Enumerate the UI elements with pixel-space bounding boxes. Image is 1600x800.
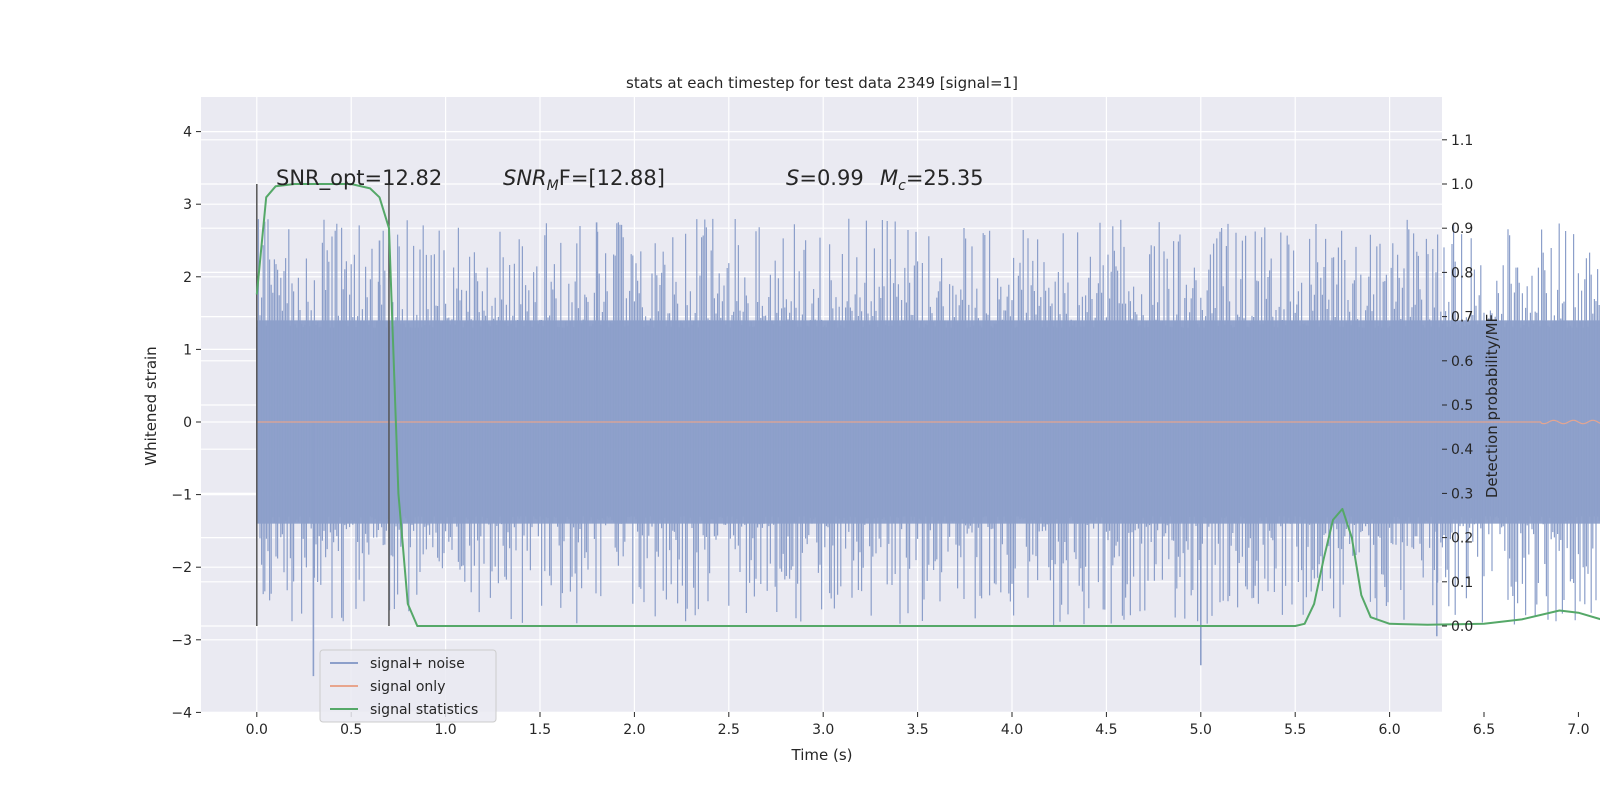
series-signal-only xyxy=(256,419,1600,425)
x-tick-label: 0.5 xyxy=(340,722,362,738)
legend-label-noise: signal+ noise xyxy=(370,656,465,672)
x-axis-label: Time (s) xyxy=(791,746,853,764)
y-left-tick-label: 0 xyxy=(183,415,192,431)
y-left-tick-label: 4 xyxy=(183,125,192,141)
annotation-snr-mf: SNRMF=[12.88] xyxy=(503,166,665,194)
x-tick-label: 7.0 xyxy=(1567,722,1589,738)
y-right-tick-label: 0.5 xyxy=(1451,398,1473,414)
vertical-markers xyxy=(256,184,390,626)
annotation-snr-mf-value: F=[12.88] xyxy=(559,166,665,190)
series-signal-statistics xyxy=(255,183,1600,627)
y-right-tick-label: 1.0 xyxy=(1451,177,1473,193)
y-right-tick-label: 0.2 xyxy=(1451,531,1473,547)
x-tick-label: 3.5 xyxy=(906,722,928,738)
annotation-snr-mf-name: SNR xyxy=(503,166,547,190)
legend: signal+ noise signal only signal statist… xyxy=(319,649,497,723)
annotation-s-value: =0.99 xyxy=(799,166,863,190)
y-left-axis-ticks: 4 3 2 1 0 −1 −2 −3 −4 xyxy=(171,125,201,721)
y-right-tick-label: 0.4 xyxy=(1451,442,1473,458)
y-right-tick-label: 0.3 xyxy=(1451,486,1473,502)
x-tick-label: 6.0 xyxy=(1378,722,1400,738)
y-right-axis-label: Detection probability/MF xyxy=(1483,314,1501,498)
chart-title: stats at each timestep for test data 234… xyxy=(626,74,1018,92)
y-left-tick-label: −3 xyxy=(171,633,192,649)
annotation-s-name: S xyxy=(786,166,799,190)
x-axis-ticks: 0.0 0.5 1.0 1.5 2.0 2.5 3.0 3.5 4.0 4.5 5.0 5.5 6.0 6… xyxy=(246,712,1590,738)
x-tick-label: 2.0 xyxy=(623,722,645,738)
x-tick-label: 5.0 xyxy=(1190,722,1212,738)
y-right-tick-label: 0.0 xyxy=(1451,619,1473,635)
annotation-mc-value: =25.35 xyxy=(906,166,984,190)
y-right-tick-label: 0.9 xyxy=(1451,221,1473,237)
y-left-axis-label: Whitened strain xyxy=(142,346,160,465)
y-left-tick-label: −4 xyxy=(171,705,192,721)
legend-box xyxy=(319,649,497,723)
y-right-tick-label: 0.1 xyxy=(1451,575,1473,591)
stats-trace xyxy=(255,183,1600,627)
annotation-snr-mf-sub: M xyxy=(547,178,559,194)
x-tick-label: 1.5 xyxy=(529,722,551,738)
noise-spikes xyxy=(312,222,1438,677)
x-tick-label: 1.0 xyxy=(434,722,456,738)
x-tick-label: 5.5 xyxy=(1284,722,1306,738)
annotation-mc: Mc=25.35 xyxy=(880,166,984,194)
y-left-tick-label: 1 xyxy=(183,342,192,358)
legend-label-stats: signal statistics xyxy=(370,702,478,718)
annotation-mc-name: M xyxy=(880,166,898,190)
y-right-tick-label: 0.6 xyxy=(1451,354,1473,370)
y-right-tick-label: 0.7 xyxy=(1451,310,1473,326)
x-tick-label: 2.5 xyxy=(718,722,740,738)
y-left-tick-label: 3 xyxy=(183,197,192,213)
y-left-tick-label: −2 xyxy=(171,560,192,576)
legend-label-signal: signal only xyxy=(370,679,445,695)
signal-trace xyxy=(256,419,1600,425)
x-tick-label: 6.5 xyxy=(1473,722,1495,738)
x-tick-label: 4.0 xyxy=(1001,722,1023,738)
y-right-tick-label: 1.1 xyxy=(1451,133,1473,149)
annotation-mc-sub: c xyxy=(898,178,906,194)
y-left-tick-label: −1 xyxy=(171,488,192,504)
y-right-tick-label: 0.8 xyxy=(1451,265,1473,281)
annotation-s: S=0.99 xyxy=(786,166,864,190)
y-left-tick-label: 2 xyxy=(183,270,192,286)
x-tick-label: 4.5 xyxy=(1095,722,1117,738)
x-tick-label: 0.0 xyxy=(246,722,268,738)
y-right-axis-ticks: 1.1 1.0 0.9 0.8 0.7 0.6 0.5 0.4 0.3 0.2 0.1 0.0 xyxy=(1442,133,1473,635)
annotation-snr-opt: SNR_opt=12.82 xyxy=(276,166,442,191)
x-tick-label: 3.0 xyxy=(812,722,834,738)
